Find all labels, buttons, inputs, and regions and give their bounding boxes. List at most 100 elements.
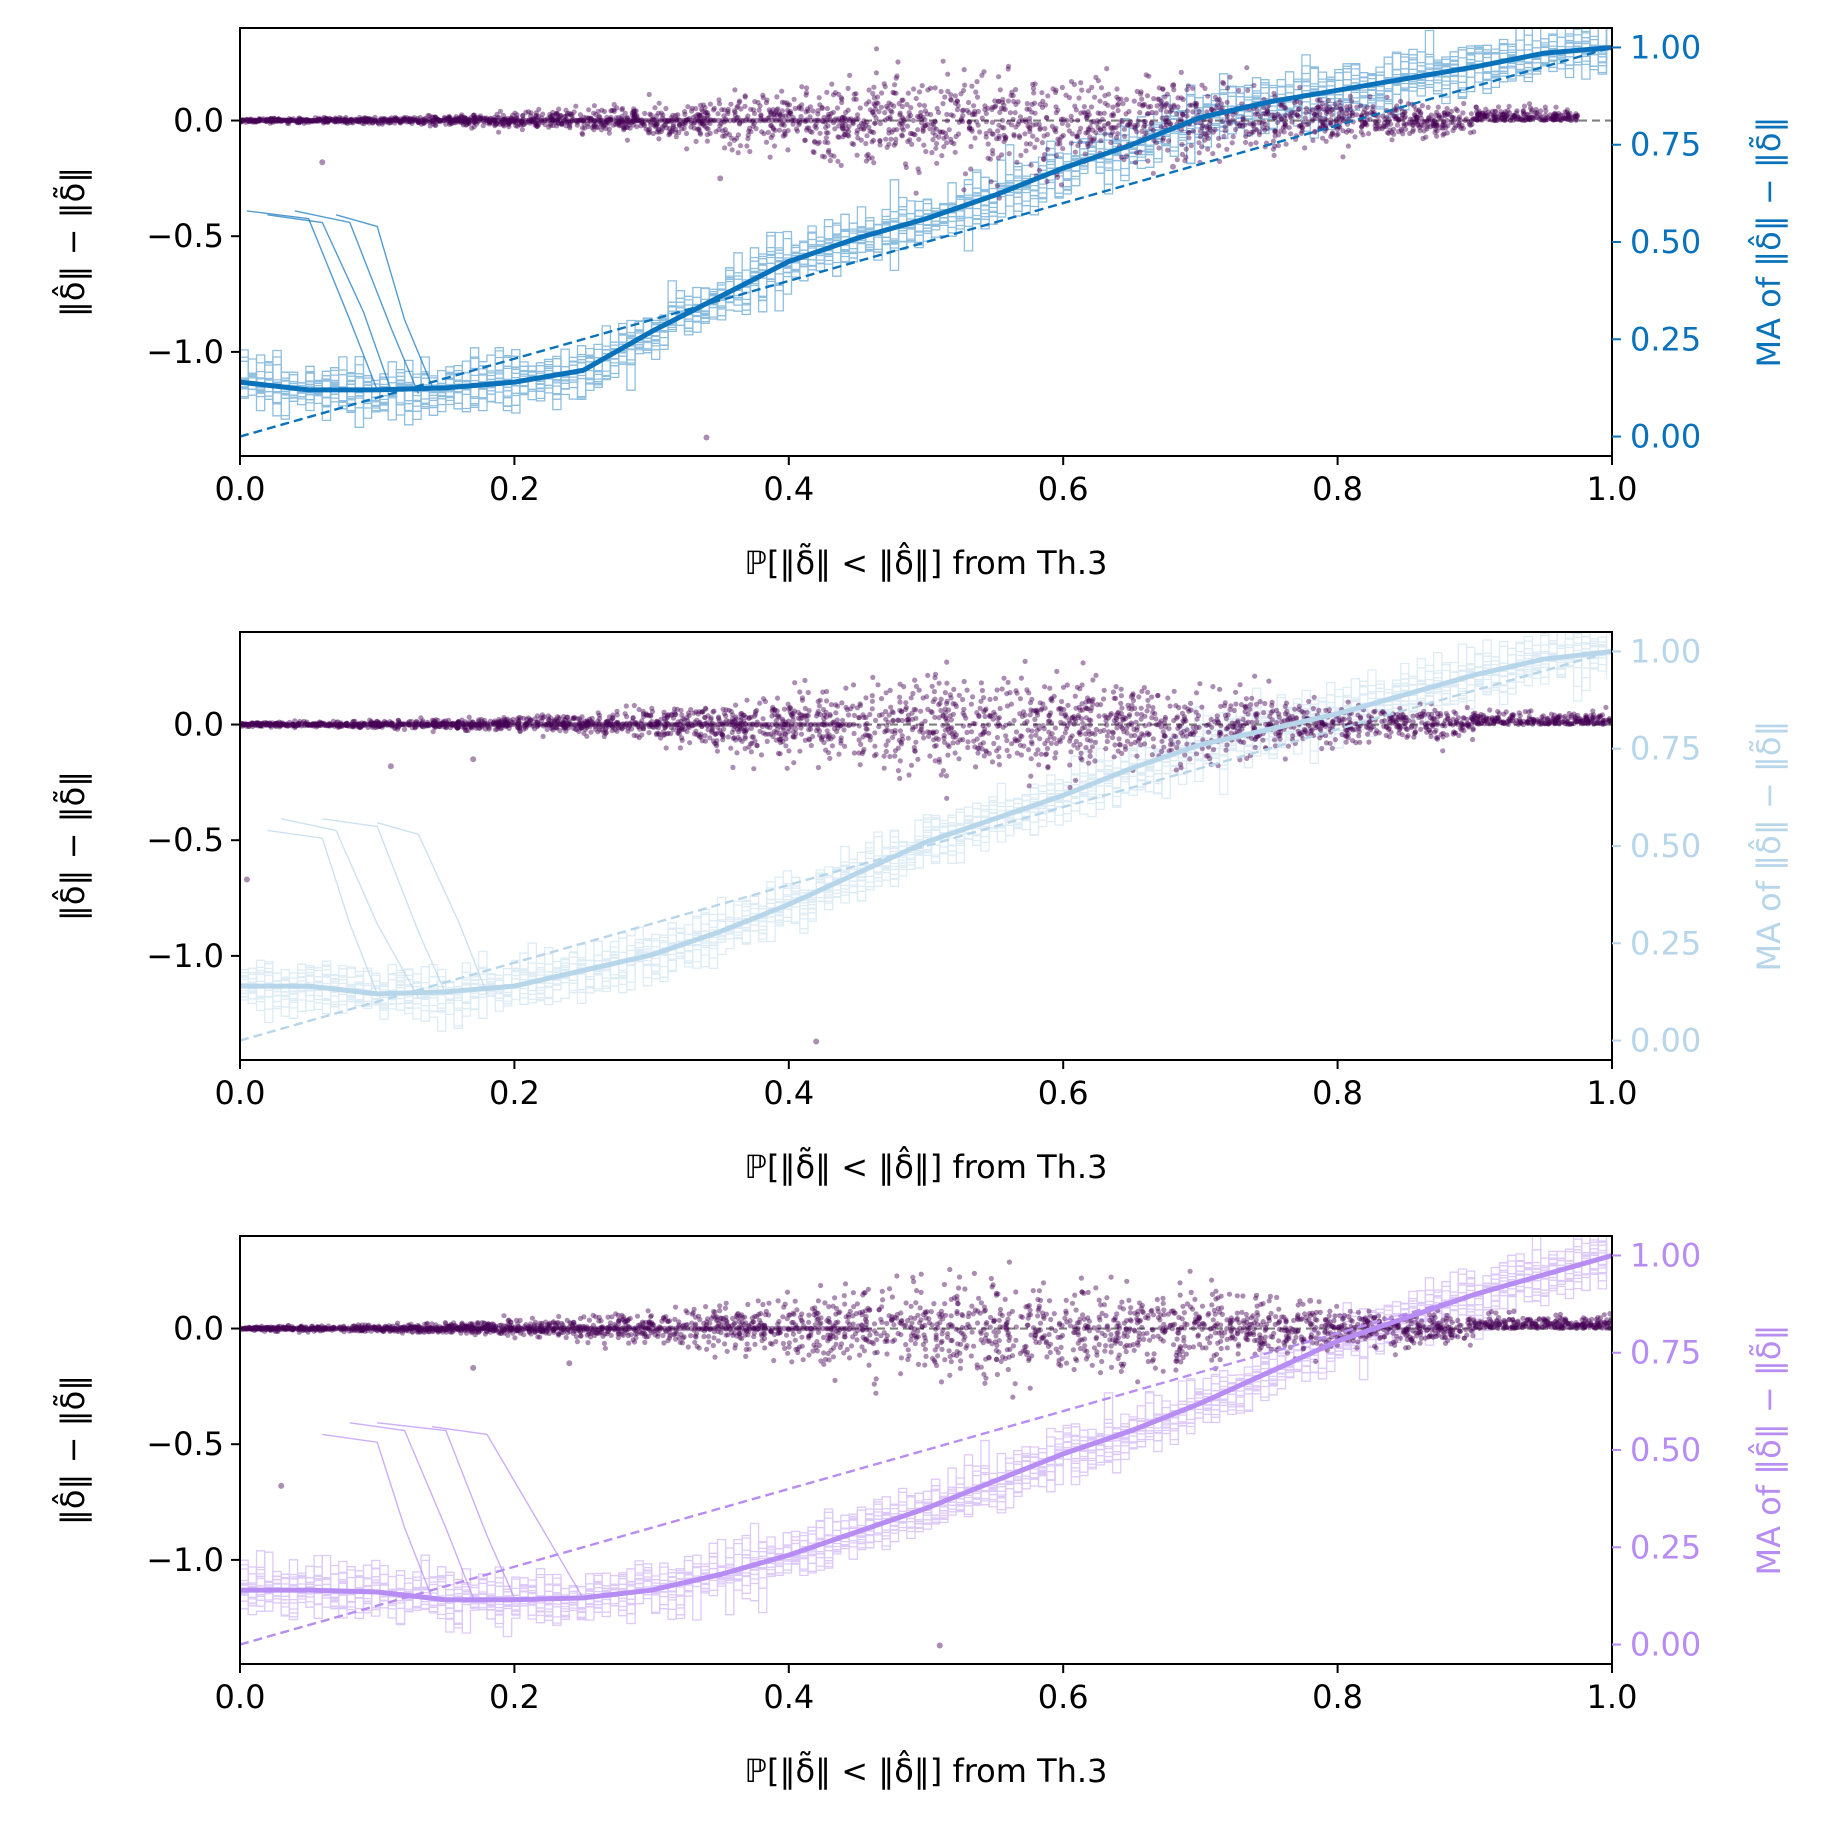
scatter-point xyxy=(577,720,583,727)
scatter-point xyxy=(622,711,628,717)
scatter-point xyxy=(472,117,479,124)
scatter-point xyxy=(288,117,294,123)
scatter-point xyxy=(1052,127,1058,133)
scatter-point xyxy=(1096,119,1103,125)
plot-area xyxy=(240,632,1612,1045)
scatter-point xyxy=(733,714,739,720)
scatter-point xyxy=(1126,705,1132,712)
scatter-point xyxy=(349,117,355,124)
scatter-point xyxy=(263,722,269,728)
scatter-point xyxy=(394,117,401,123)
scatter-point xyxy=(1317,97,1323,103)
scatter-point xyxy=(1143,130,1149,136)
scatter-point xyxy=(1194,716,1200,722)
scatter-point xyxy=(483,115,490,121)
scatter-point xyxy=(1423,724,1429,731)
scatter-point xyxy=(1283,141,1289,147)
scatter-point xyxy=(579,125,586,131)
scatter-point xyxy=(387,120,393,126)
scatter-point xyxy=(466,721,472,727)
scatter-point xyxy=(292,725,298,731)
scatter-point xyxy=(658,110,664,116)
scatter-point xyxy=(261,720,267,726)
scatter-point xyxy=(431,718,437,724)
scatter-point xyxy=(597,715,603,721)
scatter-point xyxy=(786,706,792,712)
scatter-point xyxy=(899,125,905,131)
scatter-point xyxy=(664,714,670,720)
scatter-point xyxy=(1222,703,1228,709)
scatter-point xyxy=(915,127,921,133)
scatter-point xyxy=(360,117,367,124)
scatter-point xyxy=(574,117,580,123)
scatter-point xyxy=(786,109,792,116)
scatter-point xyxy=(1344,110,1350,116)
scatter-point xyxy=(1254,127,1260,133)
scatter-point xyxy=(938,696,944,702)
scatter-point xyxy=(1327,120,1333,126)
scatter-point xyxy=(512,110,518,116)
scatter-point xyxy=(1136,736,1142,742)
scatter-point xyxy=(1460,715,1466,721)
scatter-point xyxy=(845,107,851,113)
scatter-point xyxy=(1445,111,1451,117)
scatter-point xyxy=(1158,724,1164,730)
scatter-point xyxy=(828,702,835,708)
scatter-point xyxy=(851,141,857,147)
scatter-point xyxy=(1101,110,1107,116)
scatter-point xyxy=(1494,718,1500,724)
scatter-point xyxy=(823,124,829,131)
scatter-point xyxy=(1024,101,1030,107)
scatter-point xyxy=(451,117,457,123)
scatter-point xyxy=(601,733,607,740)
scatter-point xyxy=(352,116,359,122)
scatter-point xyxy=(646,730,652,736)
scatter-point xyxy=(1402,715,1408,721)
scatter-point xyxy=(480,123,486,129)
scatter-outlier xyxy=(1170,163,1176,170)
scatter-point xyxy=(1259,120,1265,126)
scatter-point xyxy=(1564,107,1570,113)
scatter-point xyxy=(257,118,263,124)
scatter-point xyxy=(338,116,344,123)
scatter-point xyxy=(1581,720,1587,726)
scatter-point xyxy=(685,721,691,727)
scatter-point xyxy=(464,117,471,124)
scatter-point xyxy=(1053,740,1060,747)
scatter-point xyxy=(816,95,822,101)
scatter-point xyxy=(739,738,745,744)
scatter-point xyxy=(967,124,973,130)
scatter-point xyxy=(673,116,680,122)
scatter-point xyxy=(1282,105,1288,111)
scatter-point xyxy=(1262,127,1268,133)
scatter-point xyxy=(1438,713,1444,719)
scatter-point xyxy=(535,122,542,128)
scatter-point xyxy=(807,104,814,110)
scatter-point xyxy=(1039,706,1045,712)
scatter-point xyxy=(1414,712,1420,719)
scatter-point xyxy=(1425,115,1431,122)
scatter-point xyxy=(547,715,554,721)
scatter-point xyxy=(643,711,650,717)
scatter-point xyxy=(760,716,766,722)
scatter-point xyxy=(1080,660,1086,666)
scatter-point xyxy=(890,89,896,95)
ma-run-line xyxy=(240,28,1608,421)
scatter-point xyxy=(1005,63,1012,69)
scatter-point xyxy=(886,130,892,136)
scatter-point xyxy=(533,121,539,127)
scatter-point xyxy=(555,116,561,122)
scatter-point xyxy=(636,706,642,713)
scatter-point xyxy=(1270,708,1276,714)
scatter-point xyxy=(1179,111,1186,117)
scatter-point xyxy=(1414,115,1420,121)
scatter-point xyxy=(869,693,875,699)
scatter-point xyxy=(1253,140,1259,146)
scatter-point xyxy=(394,723,400,729)
scatter-point xyxy=(410,118,416,124)
scatter-point xyxy=(1498,116,1504,122)
scatter-point xyxy=(1032,707,1038,714)
scatter-point xyxy=(447,115,453,121)
scatter-point xyxy=(1426,727,1432,733)
scatter-point xyxy=(1295,106,1301,113)
